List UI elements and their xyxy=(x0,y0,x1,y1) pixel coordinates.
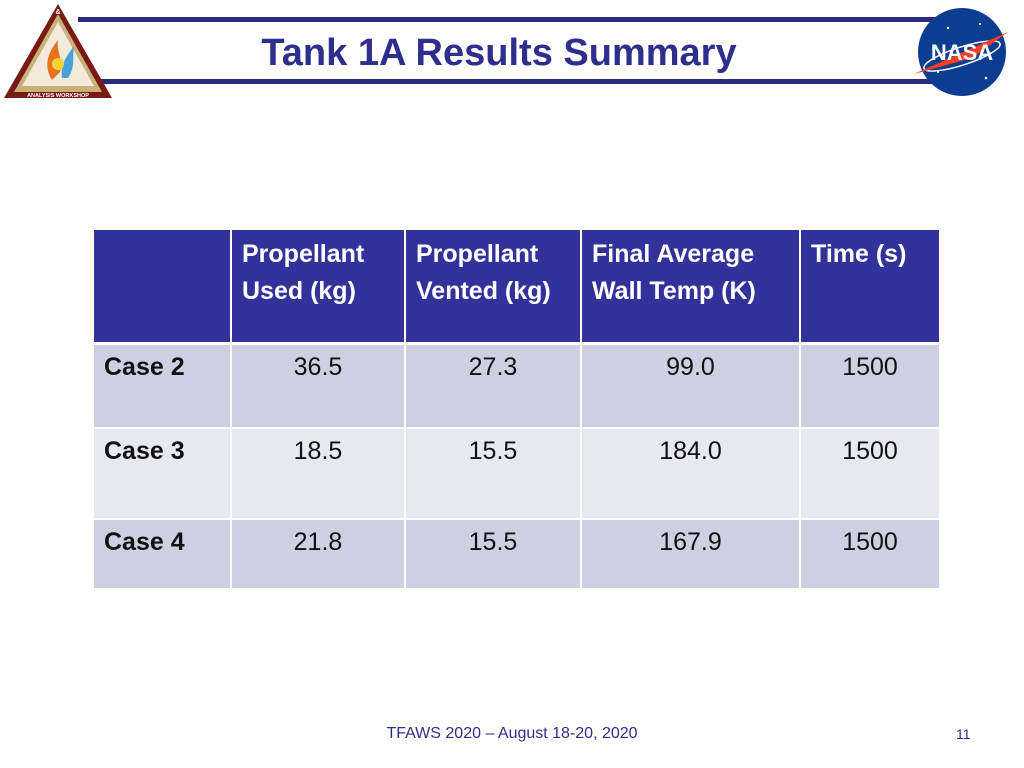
svg-text:ANALYSIS WORKSHOP: ANALYSIS WORKSHOP xyxy=(27,93,89,99)
table-header-cell: Time (s) xyxy=(801,230,939,345)
table-cell: 1500 xyxy=(801,345,939,429)
table-cell: 99.0 xyxy=(582,345,801,429)
table-cell: 15.5 xyxy=(406,520,582,590)
slide-title: Tank 1A Results Summary xyxy=(261,32,737,74)
page-number: 11 xyxy=(956,726,971,742)
nasa-logo-icon: NASA xyxy=(914,8,1008,96)
table-header-cell: Final Average Wall Temp (K) xyxy=(582,230,801,345)
table-cell: 1500 xyxy=(801,429,939,520)
table-cell: 184.0 xyxy=(582,429,801,520)
table-cell: 27.3 xyxy=(406,345,582,429)
table-cell: 167.9 xyxy=(582,520,801,590)
title-top-rule xyxy=(78,17,954,22)
table-row: Case 4 21.8 15.5 167.9 1500 xyxy=(94,520,939,590)
case-label: Case 3 xyxy=(94,429,232,520)
svg-text:NASA: NASA xyxy=(931,40,993,65)
footer-text: TFAWS 2020 – August 18-20, 2020 xyxy=(386,725,638,742)
table-cell: 21.8 xyxy=(232,520,406,590)
table-row: Case 3 18.5 15.5 184.0 1500 xyxy=(94,429,939,520)
slide-footer: TFAWS 2020 – August 18-20, 2020 xyxy=(0,725,1024,743)
table-cell: 1500 xyxy=(801,520,939,590)
table-row: Case 2 36.5 27.3 99.0 1500 xyxy=(94,345,939,429)
table-header-cell: Propellant Vented (kg) xyxy=(406,230,582,345)
case-label: Case 4 xyxy=(94,520,232,590)
table-cell: 18.5 xyxy=(232,429,406,520)
results-table: Propellant Used (kg) Propellant Vented (… xyxy=(94,230,939,590)
svg-text:&: & xyxy=(55,9,60,16)
tfaws-logo-icon: & THERMAL FLUIDS ANALYSIS WORKSHOP xyxy=(4,4,112,99)
table-header-cell xyxy=(94,230,232,345)
table-header-row: Propellant Used (kg) Propellant Vented (… xyxy=(94,230,939,345)
case-label: Case 2 xyxy=(94,345,232,429)
title-bottom-rule xyxy=(78,79,954,84)
table-cell: 36.5 xyxy=(232,345,406,429)
table-cell: 15.5 xyxy=(406,429,582,520)
table-header-cell: Propellant Used (kg) xyxy=(232,230,406,345)
